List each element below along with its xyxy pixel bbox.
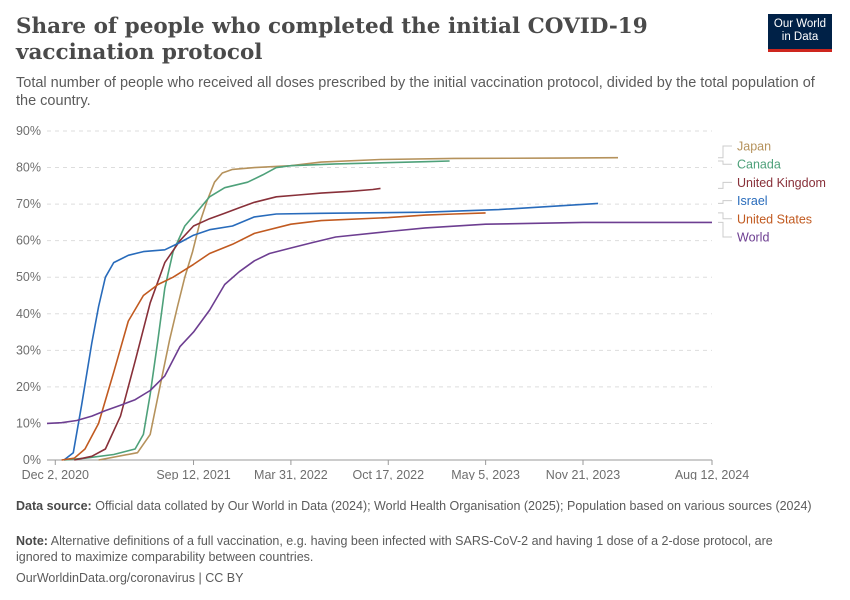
x-tick-label: Dec 2, 2020 [22, 468, 89, 480]
x-tick-label: Mar 31, 2022 [254, 468, 328, 480]
y-tick-label: 0% [23, 453, 41, 467]
y-tick-label: 40% [16, 307, 41, 321]
legend-connector [718, 145, 732, 159]
legend-connector [718, 181, 732, 189]
series-line-world [46, 221, 712, 425]
owid-logo[interactable]: Our World in Data [768, 14, 832, 52]
y-tick-label: 70% [16, 197, 41, 211]
note-text: Alternative definitions of a full vaccin… [16, 534, 773, 564]
series-lines [46, 156, 712, 461]
y-tick-label: 30% [16, 343, 41, 357]
grid-lines [47, 130, 712, 424]
logo-line-2: in Data [781, 31, 819, 43]
x-tick-label: Sep 12, 2021 [156, 468, 230, 480]
y-tick-label: 10% [16, 416, 41, 430]
series-line-israel [63, 202, 599, 461]
legend-connector [718, 221, 732, 238]
legend-label-united-kingdom: United Kingdom [737, 176, 826, 190]
y-tick-label: 90% [16, 124, 41, 138]
chart-title: Share of people who completed the initia… [16, 14, 648, 65]
legend-label-canada: Canada [737, 158, 781, 172]
note-label: Note: [16, 534, 48, 548]
y-tick-label: 50% [16, 270, 41, 284]
logo-line-1: Our World [773, 18, 827, 30]
y-tick-label: 60% [16, 234, 41, 248]
data-source-text: Official data collated by Our World in D… [95, 499, 812, 513]
data-source: Data source: Official data collated by O… [16, 498, 816, 514]
series-line-canada [63, 160, 450, 461]
x-tick-label: Aug 12, 2024 [675, 468, 749, 480]
note: Note: Alternative definitions of a full … [16, 533, 816, 565]
legend: Japan Canada United Kingdom Israel United St… [718, 140, 826, 245]
data-source-label: Data source: [16, 499, 92, 513]
legend-label-israel: Israel [737, 194, 768, 208]
y-tick-label: 20% [16, 380, 41, 394]
x-tick-label: Nov 21, 2023 [546, 468, 620, 480]
legend-label-united-states: United States [737, 212, 812, 226]
series-line-japan [98, 156, 619, 461]
x-tick-label: May 5, 2023 [451, 468, 520, 480]
legend-label-japan: Japan [737, 140, 771, 154]
credit-link[interactable]: OurWorldinData.org/coronavirus | CC BY [16, 571, 244, 585]
series-line-united-kingdom [74, 187, 381, 461]
line-chart: 0% 10% 20% 30% 40% 50% 60% 70% 80% 90% Dec 2, 2020… [16, 124, 826, 480]
x-tick-label: Oct 17, 2022 [352, 468, 424, 480]
chart-subtitle: Total number of people who received all … [16, 75, 815, 109]
legend-connector [718, 160, 732, 165]
legend-label-world: World [737, 231, 769, 245]
y-tick-label: 80% [16, 161, 41, 175]
legend-connector [718, 200, 732, 204]
axes: 0% 10% 20% 30% 40% 50% 60% 70% 80% 90% Dec 2, 2020… [16, 124, 749, 480]
legend-connector [718, 212, 732, 220]
series-line-united-states [61, 212, 486, 461]
